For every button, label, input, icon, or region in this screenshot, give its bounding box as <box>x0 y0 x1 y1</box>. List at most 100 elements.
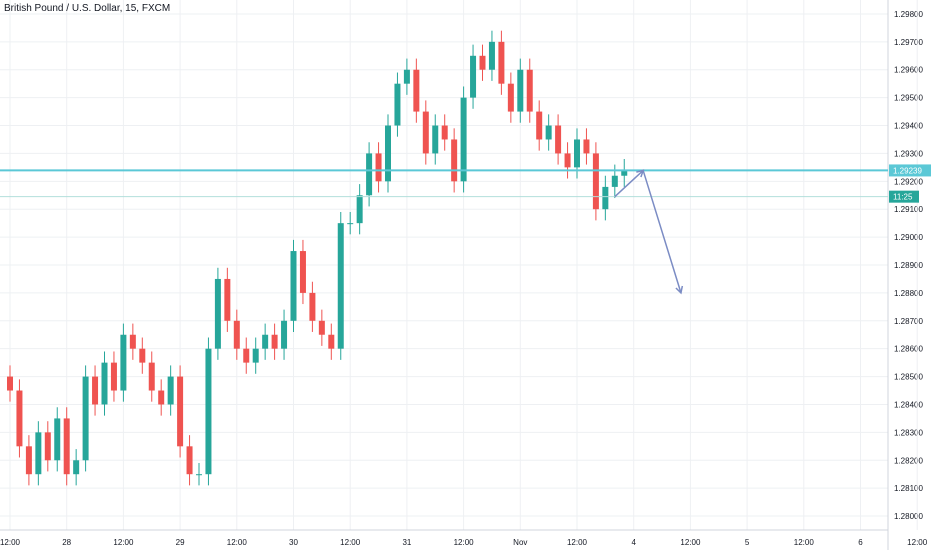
candle-body <box>177 376 184 447</box>
candle-body <box>403 69 410 84</box>
projection-arrowhead-up <box>636 169 645 178</box>
candle-body <box>602 186 609 210</box>
x-tick-label: 12:00 <box>0 538 21 547</box>
x-tick-label: 12:00 <box>113 538 134 547</box>
candle-body <box>451 139 458 182</box>
candle-body <box>148 362 155 391</box>
y-tick-label: 1.28700 <box>894 317 923 326</box>
candle-body <box>82 376 89 461</box>
candle-body <box>385 125 391 182</box>
x-tick-label: 6 <box>858 538 863 547</box>
candle-body <box>262 334 269 349</box>
y-tick-label: 1.29600 <box>894 66 923 75</box>
candle-body <box>44 432 51 461</box>
y-tick-label: 1.29500 <box>894 94 923 103</box>
candle-body <box>583 139 590 154</box>
y-tick-label: 1.28600 <box>894 345 923 354</box>
chart-title: British Pound / U.S. Dollar, 15, FXCM <box>4 3 171 14</box>
y-tick-label: 1.29400 <box>894 122 923 131</box>
y-tick-label: 1.29300 <box>894 149 923 158</box>
candle-body <box>574 139 580 168</box>
candle-body <box>479 55 486 70</box>
candle-body <box>460 97 467 182</box>
candle-body <box>564 153 571 168</box>
x-tick-label: 12:00 <box>907 538 928 547</box>
candle-body <box>63 418 70 475</box>
candle-body <box>54 418 61 461</box>
x-tick-label: 30 <box>289 538 298 547</box>
price-badge-label: 1.29239 <box>893 166 922 175</box>
y-tick-label: 1.29200 <box>894 177 923 186</box>
candle-body <box>318 320 325 335</box>
x-tick-label: 12:00 <box>794 538 815 547</box>
candle-body <box>394 83 401 126</box>
candle-body <box>290 251 297 321</box>
candle-body <box>592 153 599 210</box>
y-tick-label: 1.28300 <box>894 428 923 437</box>
candle-body <box>233 320 240 349</box>
candle-body <box>488 41 495 70</box>
candle-body <box>470 55 477 98</box>
candle-body <box>158 390 165 405</box>
candle-body <box>507 83 514 112</box>
candle-body <box>243 348 250 363</box>
y-tick-label: 1.29100 <box>894 205 923 214</box>
candle-body <box>555 125 562 154</box>
y-tick-label: 1.29000 <box>894 233 923 242</box>
candle-body <box>7 376 13 391</box>
y-tick-label: 1.28100 <box>894 484 923 493</box>
countdown-label: 11:25 <box>893 193 913 202</box>
y-tick-label: 1.28200 <box>894 456 923 465</box>
candle-body <box>271 334 278 349</box>
candle-body <box>252 348 259 363</box>
candle-body <box>92 376 99 405</box>
candle-body <box>16 390 23 447</box>
x-tick-label: 12:00 <box>340 538 361 547</box>
candle-body <box>356 195 363 224</box>
candle-body <box>139 348 146 363</box>
x-tick-label: 12:00 <box>567 538 588 547</box>
x-tick-label: 12:00 <box>227 538 248 547</box>
y-tick-label: 1.28800 <box>894 289 923 298</box>
x-tick-label: 12:00 <box>680 538 701 547</box>
candle-body <box>196 474 202 476</box>
y-tick-label: 1.28900 <box>894 261 923 270</box>
x-tick-label: 4 <box>631 538 636 547</box>
x-tick-label: Nov <box>513 538 527 547</box>
x-tick-label: 29 <box>176 538 185 547</box>
candle-body <box>205 348 212 475</box>
candle-body <box>337 223 344 349</box>
candle-body <box>328 334 335 349</box>
y-tick-label: 1.28000 <box>894 512 923 521</box>
candle-body <box>517 69 524 112</box>
candle-body <box>299 251 306 293</box>
candle-body <box>309 292 316 321</box>
candle-body <box>120 334 127 391</box>
candle-body <box>611 175 618 187</box>
candle-body <box>536 111 543 140</box>
candle-body <box>498 41 505 84</box>
candle-body <box>281 320 288 349</box>
y-tick-label: 1.29800 <box>894 10 923 19</box>
candle-body <box>186 446 193 475</box>
candle-body <box>224 278 231 321</box>
candle-body <box>347 223 354 225</box>
countdown-badge <box>889 190 919 203</box>
candle-body <box>25 446 32 475</box>
y-tick-label: 1.28500 <box>894 373 923 382</box>
candle-body <box>375 153 382 182</box>
candle-body <box>422 111 429 154</box>
y-tick-label: 1.29700 <box>894 38 923 47</box>
candle-body <box>432 125 439 154</box>
candle-body <box>73 460 80 475</box>
candle-body <box>214 278 221 349</box>
x-tick-label: 31 <box>402 538 411 547</box>
projection-arrowhead-down <box>675 285 684 295</box>
candle-body <box>526 69 533 112</box>
candle-body <box>110 362 117 391</box>
candle-body <box>129 334 136 349</box>
x-tick-label: 28 <box>62 538 71 547</box>
candle-body <box>366 153 373 196</box>
